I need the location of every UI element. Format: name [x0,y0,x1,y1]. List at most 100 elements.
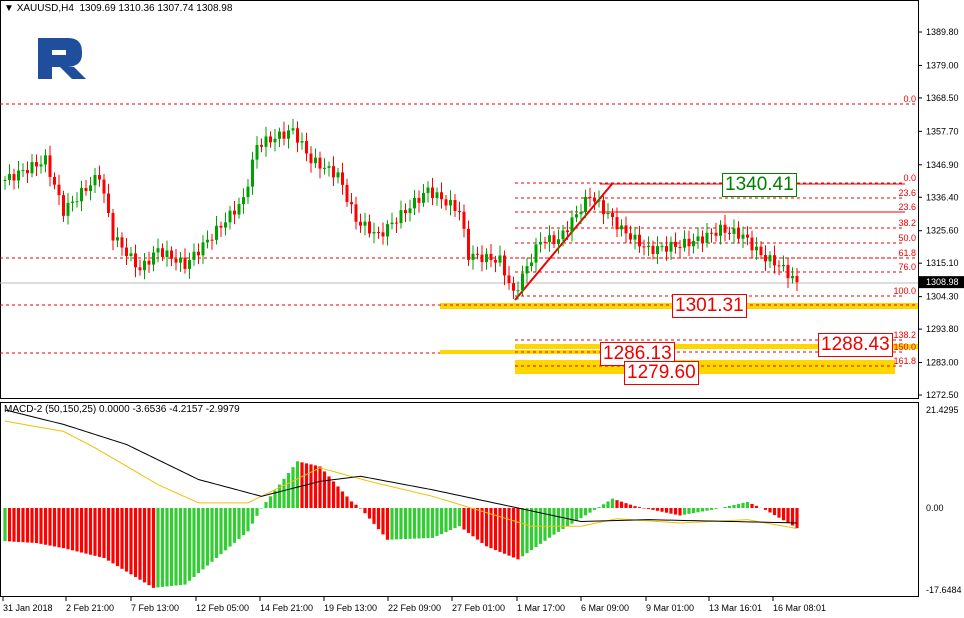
macd-histogram-bar [754,505,759,508]
candle-body [98,175,101,180]
candle-body [251,159,254,187]
candle-body [116,237,119,241]
candle-body [471,253,475,260]
macd-histogram-bar [354,504,358,508]
macd-histogram-bar [381,508,385,535]
macd-histogram-bar [552,508,556,535]
macd-histogram-bar [133,508,138,577]
candle-body [372,232,376,234]
macd-histogram-bar [430,508,435,538]
macd-tick-label: 21.4295 [926,405,959,415]
candle-body [705,232,709,243]
candle-body [417,197,421,203]
macd-histogram-bar [466,508,471,533]
target-label-1340: 1340.41 [722,173,797,197]
macd-histogram-bar [421,508,426,539]
candle-body [93,175,97,186]
candle-body [260,144,263,147]
candle-body [746,234,749,238]
candle-body [138,267,142,271]
macd-histogram-bar [511,508,516,558]
macd-histogram-bar [480,508,484,543]
time-label: 19 Feb 13:00 [324,603,377,613]
macd-histogram-bar [597,507,601,508]
candle-body [107,193,110,214]
macd-histogram-bar [691,508,696,514]
target-zone [515,344,918,349]
candle-body [305,141,308,154]
macd-histogram-bar [390,508,394,540]
target-zone [440,350,600,354]
macd-histogram-bar [7,508,12,542]
candle-body [440,192,443,200]
fibo-level-label: 38.2 [898,218,916,228]
macd-histogram-bar [660,508,664,512]
macd-histogram-bar [723,506,727,508]
candle-body [552,235,556,245]
candle-body [192,251,196,260]
macd-histogram-bar [48,508,52,546]
macd-histogram-bar [322,471,327,508]
candle-body [386,224,389,237]
macd-histogram-bar [646,508,651,509]
candle-body [3,179,7,181]
macd-histogram-bar [282,478,286,508]
macd-histogram-bar [768,508,772,513]
macd-histogram-bar [232,508,237,543]
macd-histogram-bar [25,508,30,543]
macd-histogram-bar [124,508,129,572]
candle-body [318,157,322,169]
candle-body [593,197,596,202]
macd-histogram-bar [453,508,457,529]
macd-histogram-bar [471,508,475,537]
candle-body [615,217,619,230]
price-tick-label: 1325.60 [926,226,959,236]
price-tick-label: 1336.40 [926,192,959,202]
candle-body [759,246,763,256]
candle-body [525,266,529,274]
collapse-triangle-icon[interactable]: ▼ [4,3,14,14]
candle-body [224,222,227,228]
candle-body [12,174,16,181]
candle-body [629,233,632,240]
candle-body [323,167,326,169]
candle-body [575,214,578,218]
candle-body [237,204,241,215]
macd-histogram-bar [444,508,448,533]
candle-body [350,202,353,205]
candle-body [143,260,146,271]
candle-body [215,225,218,240]
time-label: 12 Feb 05:00 [196,603,249,613]
macd-histogram-bar [772,508,777,516]
macd-title: MACD-2 (50,150,25) 0.0000 -3.6536 -4.215… [4,404,240,415]
macd-histogram-bar [169,508,174,586]
candle-body [687,238,691,247]
candle-body [197,251,200,256]
candle-body [516,290,520,292]
macd-histogram-bar [79,508,84,553]
macd-histogram-bar [727,505,732,508]
candle-body [669,241,673,252]
macd-histogram-bar [151,508,156,588]
price-tick-label: 1357.70 [926,126,959,136]
macd-histogram-bar [786,508,790,523]
candle-body [764,255,767,262]
macd-histogram-bar [606,501,610,508]
macd-histogram-bar [574,508,579,521]
fibo-level-label: 23.6 [898,188,916,198]
price-tick-label: 1368.50 [926,93,959,103]
candle-body [201,242,205,256]
target-label-1279: 1279.60 [624,361,699,385]
macd-histogram-bar [250,508,255,524]
target-label-1288: 1288.43 [818,333,893,357]
candle-body [768,255,772,262]
fibo-level-label: 150.0 [893,342,916,352]
macd-histogram-bar [12,508,16,542]
candle-body [728,232,731,234]
macd-histogram-bar [610,498,615,508]
candle-body [642,246,646,248]
candle-body [395,222,398,224]
macd-histogram-bar [237,508,241,539]
